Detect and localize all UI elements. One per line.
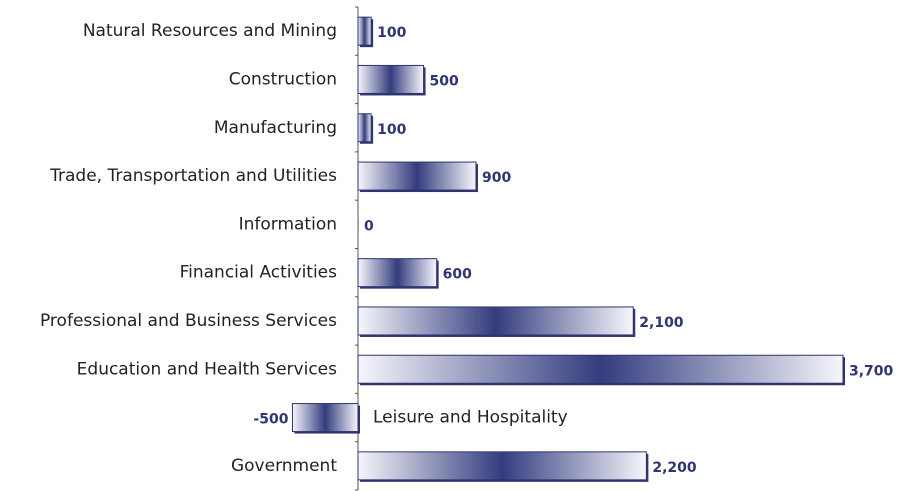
value-label: 2,200 bbox=[652, 460, 697, 476]
category-label: Leisure and Hospitality bbox=[373, 408, 568, 428]
bar bbox=[357, 64, 425, 94]
category-label: Financial Activities bbox=[180, 263, 338, 283]
category-label: Education and Health Services bbox=[77, 359, 337, 379]
value-label: 900 bbox=[482, 170, 511, 186]
category-label: Natural Resources and Mining bbox=[83, 21, 337, 41]
category-label: Construction bbox=[229, 69, 337, 89]
value-label: 3,700 bbox=[849, 363, 894, 379]
bar bbox=[357, 113, 372, 143]
value-label: 2,100 bbox=[639, 315, 684, 331]
category-label: Trade, Transportation and Utilities bbox=[49, 166, 337, 186]
value-label: 600 bbox=[443, 267, 472, 283]
category-label: Manufacturing bbox=[214, 118, 337, 138]
bar bbox=[358, 219, 359, 230]
value-label: 100 bbox=[377, 122, 406, 138]
bar bbox=[357, 258, 438, 288]
value-label: -500 bbox=[253, 412, 288, 428]
bar bbox=[357, 161, 477, 191]
value-label: 100 bbox=[377, 25, 406, 41]
category-label: Information bbox=[239, 214, 337, 234]
bar bbox=[357, 306, 634, 336]
bar bbox=[291, 403, 359, 433]
bar bbox=[357, 16, 372, 46]
value-label: 500 bbox=[430, 73, 459, 89]
bar bbox=[357, 354, 844, 384]
value-label: 0 bbox=[364, 218, 374, 234]
category-label: Government bbox=[231, 456, 337, 476]
category-label: Professional and Business Services bbox=[40, 311, 337, 331]
bar bbox=[357, 451, 647, 481]
